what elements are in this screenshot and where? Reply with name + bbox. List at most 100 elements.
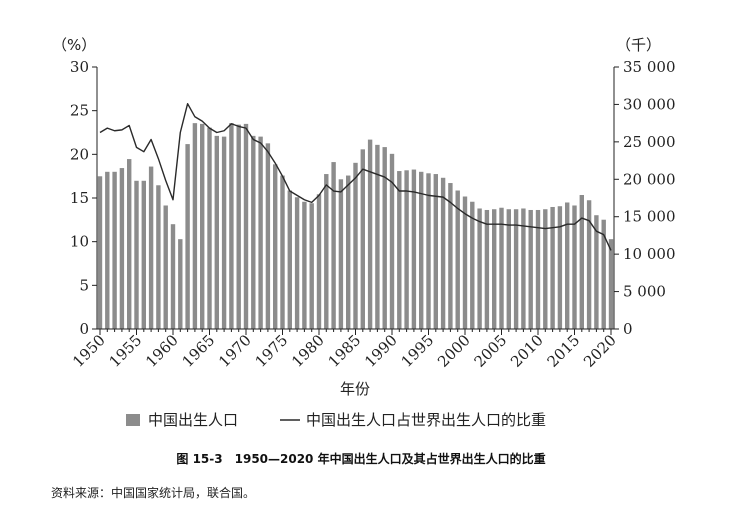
x-tick-label: 1970 [215,331,255,371]
x-axis-label: 年份 [340,380,370,398]
bar-1998 [448,183,453,329]
bar-1956 [141,180,146,329]
bar-2001 [470,201,475,329]
bar-2010 [535,209,541,329]
bar-1968 [229,123,234,329]
bar-2019 [601,219,606,329]
bar-1971 [251,135,256,329]
bar-1995 [426,173,431,329]
legend-line-label: 中国出生人口占世界出生人口的比重 [306,411,546,429]
right-tick-label: 20 000 [623,170,676,188]
share-line [99,102,612,251]
right-tick-label: 30 000 [623,95,676,113]
bar-2002 [477,208,482,329]
right-tick-label: 15 000 [623,208,676,226]
x-tick-label: 1965 [179,331,219,371]
bar-1960 [170,224,176,329]
legend-bar-swatch [126,414,140,426]
bar-1997 [440,177,446,329]
bar-1953 [119,168,125,329]
bar-2007 [513,209,519,329]
bar-1954 [127,159,132,329]
left-tick-label: 5 [79,276,89,294]
bar-1977 [294,197,300,329]
x-tick-label: 2020 [580,331,620,371]
bar-1983 [338,179,344,329]
bar-1962 [185,144,190,329]
x-tick-label: 1955 [106,331,146,371]
bar-1991 [397,171,402,329]
bar-2013 [557,206,563,329]
figure-caption: 图 15-3 1950—2020 年中国出生人口及其占世界出生人口的比重 [176,451,545,466]
line-series [99,102,612,251]
bar-1952 [112,171,117,329]
bar-2017 [586,200,592,329]
right-axis-unit: （千） [616,36,661,54]
left-tick-label: 10 [70,233,89,251]
bar-1993 [411,169,417,329]
legend-bar-label: 中国出生人口 [148,411,238,429]
x-tick-label: 1985 [325,331,365,371]
bar-2016 [579,195,584,329]
bar-2011 [543,209,548,329]
bar-2003 [484,209,490,329]
bar-1974 [273,164,278,329]
bar-2018 [594,215,599,329]
source-note: 资料来源：中国国家统计局，联合国。 [51,485,255,500]
bar-1959 [163,205,168,329]
bar-2005 [499,207,504,329]
left-tick-label: 15 [70,189,89,207]
bar-1972 [258,136,263,329]
bar-1958 [156,185,161,329]
bar-1964 [200,123,205,329]
bar-1988 [375,144,380,329]
bar-1984 [346,175,351,329]
bar-1961 [178,239,183,329]
bar-series [97,123,614,329]
bar-1999 [455,190,460,329]
bar-1980 [316,194,322,329]
bar-1970 [243,123,249,329]
left-tick-label: 25 [70,102,89,120]
bar-1981 [324,174,329,329]
bar-2012 [550,206,555,329]
bar-2009 [528,209,533,329]
bar-1973 [265,143,271,329]
bar-1985 [353,162,358,329]
legend: 中国出生人口 中国出生人口占世界出生人口的比重 [126,411,546,429]
bar-1992 [404,170,409,329]
bar-1982 [331,162,336,329]
x-tick-label: 2000 [434,331,474,371]
bar-1986 [360,149,365,329]
bar-1989 [382,147,387,329]
bar-1969 [236,124,241,329]
bar-1951 [105,171,110,329]
x-tick-label: 2005 [471,331,511,371]
bar-2014 [565,202,570,329]
right-tick-label: 25 000 [623,133,676,151]
left-tick-label: 20 [70,145,89,163]
right-tick-label: 0 [623,320,633,338]
right-tick-label: 35 000 [623,58,676,76]
bar-2000 [462,196,468,329]
bar-1994 [419,171,424,329]
bar-1990 [389,153,395,329]
bar-2006 [506,209,511,329]
bar-1976 [287,190,292,329]
x-tick-label: 1975 [252,331,292,371]
left-axis-unit: （%） [52,36,96,54]
x-tick-label: 2015 [544,331,584,371]
bar-1996 [433,174,438,329]
bar-1979 [309,203,314,329]
x-tick-label: 2010 [507,331,547,371]
bar-1965 [207,127,212,329]
bar-1957 [148,166,154,329]
bar-2020 [608,239,614,329]
bar-2015 [572,205,577,329]
bar-1963 [192,123,198,329]
x-tick-label: 1980 [288,331,328,371]
bar-1975 [280,175,285,329]
bar-1987 [367,139,373,329]
